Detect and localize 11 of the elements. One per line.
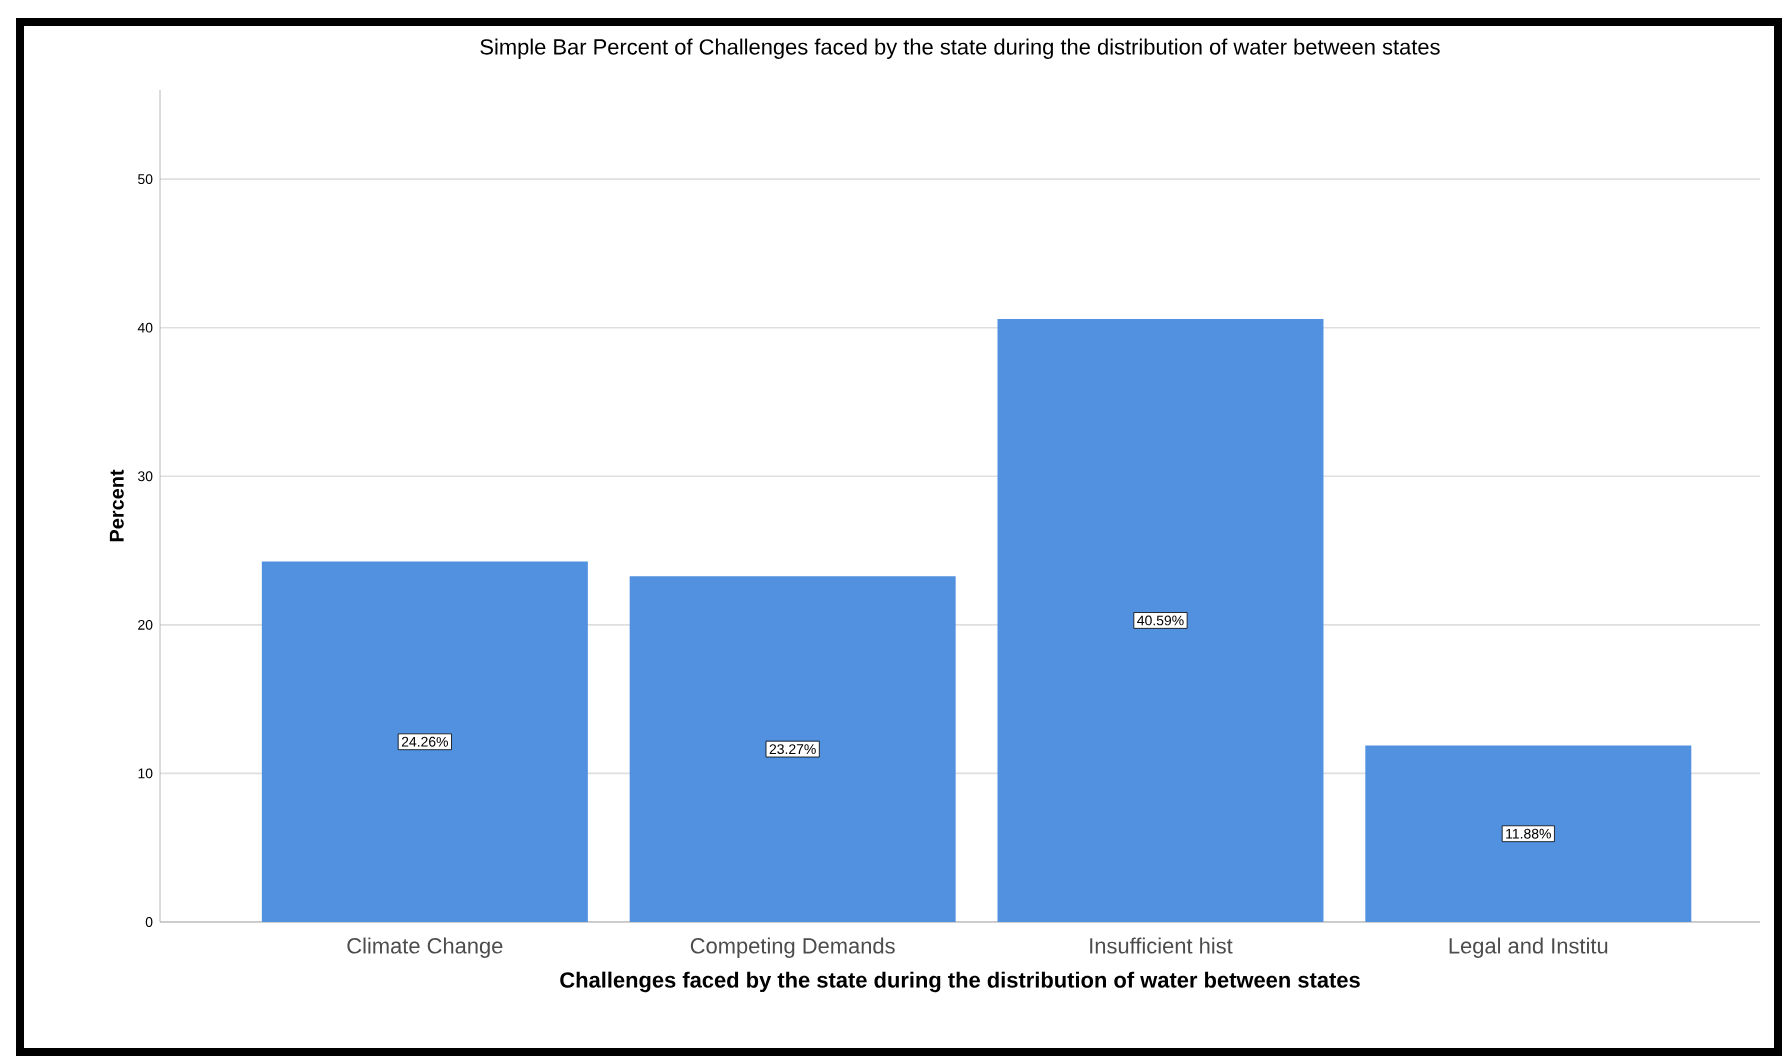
chart-title: Simple Bar Percent of Challenges faced by the state during the distribution of water between states — [480, 38, 1440, 59]
bar — [629, 576, 956, 922]
x-tick-label: Insufficient hist — [1090, 937, 1233, 954]
bar — [1365, 745, 1692, 922]
bar — [261, 561, 588, 922]
y-axis-title: Percent — [109, 469, 124, 542]
x-tick-label: Competing Demands — [690, 937, 895, 958]
x-tick-label: Climate Change — [347, 937, 503, 958]
bar — [997, 318, 1324, 922]
x-axis-title: Challenges faced by the state during the distribution of water between states — [560, 971, 1360, 993]
x-tick-label: Legal and Institu — [1449, 937, 1608, 958]
